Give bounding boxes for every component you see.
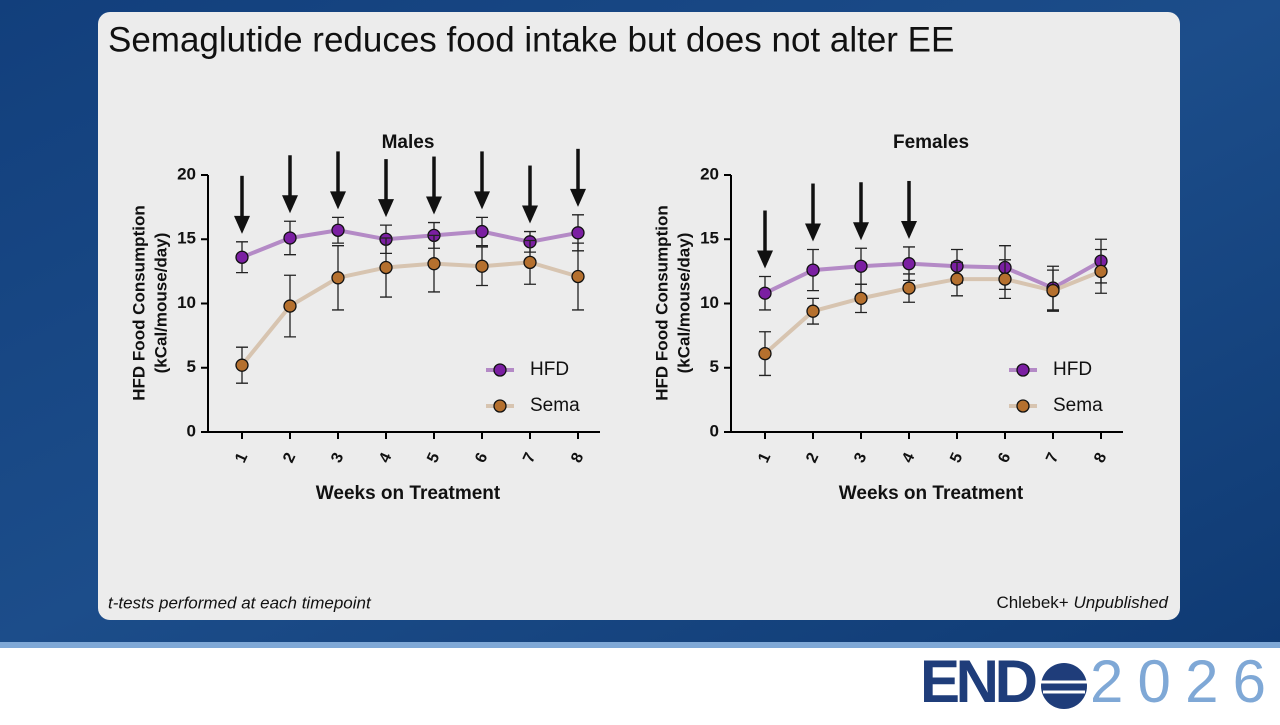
chart: Males 0 5 10 15 20 HFD Food Consumption (kCal/m… [129, 132, 600, 504]
significance-arrow-head [234, 215, 250, 234]
y-axis-label: HFD Food Consumption [129, 205, 148, 400]
legend-marker [1016, 399, 1030, 413]
x-axis-label: Weeks on Treatment [316, 483, 501, 504]
citation-status: Unpublished [1073, 593, 1168, 612]
y-axis-label: (kCal/mouse/day) [151, 233, 170, 374]
series-line [763, 269, 1102, 356]
significance-arrow-head [805, 223, 821, 242]
y-tick-label: 15 [700, 229, 719, 248]
logo: END 2026 [920, 648, 1266, 715]
data-point [806, 304, 820, 318]
data-point [854, 259, 868, 273]
data-point [902, 257, 916, 271]
y-tick-label: 0 [710, 421, 719, 440]
logo-text: END [920, 648, 1038, 715]
data-point [1046, 283, 1060, 298]
data-point [758, 286, 772, 300]
y-axis-label: (kCal/mouse/day) [674, 233, 693, 374]
data-point [758, 346, 772, 361]
legend-label: HFD [1053, 359, 1092, 380]
divider [0, 642, 1280, 648]
significance-arrow-head [757, 250, 773, 269]
chart-title: Females [893, 132, 969, 153]
legend-marker [1016, 363, 1030, 377]
significance-arrow-head [901, 220, 917, 239]
data-point [283, 299, 297, 313]
data-point [379, 260, 393, 275]
content-panel [98, 12, 1180, 620]
data-point [475, 259, 489, 273]
data-point [854, 291, 868, 306]
legend-marker [493, 363, 507, 377]
footnote: t-tests performed at each timepoint [108, 593, 372, 612]
data-point [235, 250, 249, 264]
data-point [571, 226, 585, 240]
y-tick-label: 20 [177, 164, 196, 183]
significance-arrow-head [853, 222, 869, 241]
x-axis-label: Weeks on Treatment [839, 483, 1024, 504]
data-point [427, 257, 441, 271]
logo-globe [1041, 663, 1087, 709]
significance-arrow-head [522, 205, 538, 224]
slide-title: Semaglutide reduces food intake but does… [108, 20, 954, 59]
y-tick-label: 5 [187, 357, 196, 376]
significance-arrow-head [570, 188, 586, 207]
legend-label: Sema [1053, 395, 1103, 416]
data-point [235, 358, 249, 372]
citation-author: Chlebek+ [996, 593, 1068, 612]
y-tick-label: 15 [177, 229, 196, 248]
data-point [950, 272, 964, 286]
data-point [571, 269, 585, 284]
legend-label: HFD [530, 359, 569, 380]
logo-globe-lines [1041, 680, 1087, 694]
chart: Females 0 5 10 15 20 HFD Food Consumption (kCal… [652, 132, 1123, 504]
significance-arrow-head [378, 199, 394, 218]
data-point [902, 281, 916, 295]
series-line [241, 228, 579, 260]
data-point [806, 263, 820, 277]
data-point [475, 224, 489, 239]
data-point [331, 223, 345, 237]
series-line [240, 260, 579, 367]
legend-label: Sema [530, 395, 580, 416]
y-axis-label: HFD Food Consumption [652, 205, 671, 400]
data-point [998, 272, 1012, 286]
data-point [523, 255, 537, 270]
significance-arrow-head [426, 196, 442, 215]
chart-title: Males [382, 132, 435, 153]
significance-arrow-head [282, 195, 298, 214]
significance-arrow-head [330, 191, 346, 210]
data-point [1094, 264, 1108, 279]
footer-band [0, 648, 1280, 720]
y-tick-label: 0 [187, 421, 196, 440]
y-tick-label: 10 [700, 293, 719, 312]
legend-marker [493, 399, 507, 413]
citation: Chlebek+ Unpublished [996, 593, 1168, 612]
data-point [283, 231, 297, 245]
significance-arrow-head [474, 191, 490, 210]
y-tick-label: 20 [700, 164, 719, 183]
y-tick-label: 5 [710, 357, 719, 376]
y-tick-label: 10 [177, 293, 196, 312]
series-line [764, 259, 1102, 296]
data-point [331, 271, 345, 285]
